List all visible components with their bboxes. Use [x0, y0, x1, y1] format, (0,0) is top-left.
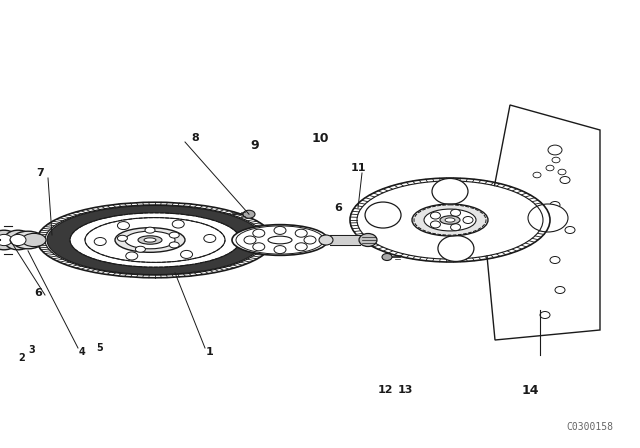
Ellipse shape: [540, 311, 550, 319]
Ellipse shape: [382, 254, 392, 260]
Text: 9: 9: [251, 138, 259, 151]
Ellipse shape: [528, 204, 568, 232]
Ellipse shape: [558, 169, 566, 175]
Ellipse shape: [169, 232, 179, 238]
Ellipse shape: [125, 231, 175, 249]
Text: 12: 12: [377, 385, 393, 395]
Ellipse shape: [10, 234, 26, 246]
Ellipse shape: [431, 221, 440, 228]
Ellipse shape: [47, 206, 263, 275]
Ellipse shape: [232, 224, 328, 255]
Ellipse shape: [304, 236, 316, 244]
Ellipse shape: [204, 234, 216, 242]
Ellipse shape: [118, 222, 129, 229]
Ellipse shape: [268, 236, 292, 244]
Ellipse shape: [438, 236, 474, 262]
Text: 3: 3: [29, 345, 35, 355]
Ellipse shape: [445, 218, 455, 222]
Ellipse shape: [144, 238, 156, 242]
Ellipse shape: [359, 233, 377, 246]
Text: 7: 7: [36, 168, 44, 178]
Ellipse shape: [555, 287, 565, 293]
Ellipse shape: [70, 213, 240, 267]
Ellipse shape: [274, 246, 286, 254]
Ellipse shape: [358, 181, 542, 258]
Ellipse shape: [35, 202, 275, 278]
Text: 1: 1: [206, 347, 214, 357]
Ellipse shape: [463, 216, 473, 224]
Ellipse shape: [12, 231, 44, 249]
Ellipse shape: [319, 235, 333, 245]
Ellipse shape: [552, 157, 560, 163]
Ellipse shape: [0, 230, 18, 250]
Text: 10: 10: [311, 132, 329, 145]
Ellipse shape: [565, 227, 575, 233]
Ellipse shape: [145, 227, 155, 233]
Ellipse shape: [550, 257, 560, 263]
Ellipse shape: [125, 252, 138, 260]
Text: 6: 6: [34, 288, 42, 298]
Ellipse shape: [412, 204, 488, 236]
Text: 6: 6: [334, 203, 342, 213]
Ellipse shape: [85, 218, 225, 263]
Ellipse shape: [533, 172, 541, 178]
Ellipse shape: [117, 235, 127, 241]
Ellipse shape: [431, 212, 440, 219]
Ellipse shape: [451, 224, 461, 231]
Ellipse shape: [546, 165, 554, 171]
Text: 2: 2: [19, 353, 26, 363]
Ellipse shape: [0, 234, 12, 246]
Ellipse shape: [244, 236, 256, 244]
Ellipse shape: [138, 236, 162, 244]
Ellipse shape: [253, 243, 265, 251]
Ellipse shape: [424, 209, 476, 231]
Ellipse shape: [169, 242, 179, 248]
Ellipse shape: [180, 250, 193, 258]
Ellipse shape: [560, 177, 570, 184]
Ellipse shape: [365, 202, 401, 228]
Ellipse shape: [253, 229, 265, 237]
Text: C0300158: C0300158: [566, 422, 613, 432]
Ellipse shape: [550, 202, 560, 208]
Ellipse shape: [432, 178, 468, 204]
Text: 11: 11: [350, 163, 365, 173]
Ellipse shape: [94, 237, 106, 246]
Ellipse shape: [348, 177, 552, 263]
Ellipse shape: [295, 243, 307, 251]
Text: 5: 5: [97, 343, 104, 353]
Text: 4: 4: [79, 347, 85, 357]
Ellipse shape: [274, 226, 286, 234]
Ellipse shape: [115, 228, 185, 252]
Ellipse shape: [440, 216, 460, 224]
Ellipse shape: [172, 220, 184, 228]
Text: 13: 13: [397, 385, 413, 395]
Text: 8: 8: [191, 133, 199, 143]
Ellipse shape: [136, 246, 145, 252]
Ellipse shape: [295, 229, 307, 237]
Polygon shape: [485, 105, 600, 340]
Ellipse shape: [548, 145, 562, 155]
Ellipse shape: [451, 209, 461, 216]
Ellipse shape: [4, 230, 32, 250]
Text: 14: 14: [521, 383, 539, 396]
Ellipse shape: [243, 210, 255, 218]
Ellipse shape: [22, 233, 46, 246]
